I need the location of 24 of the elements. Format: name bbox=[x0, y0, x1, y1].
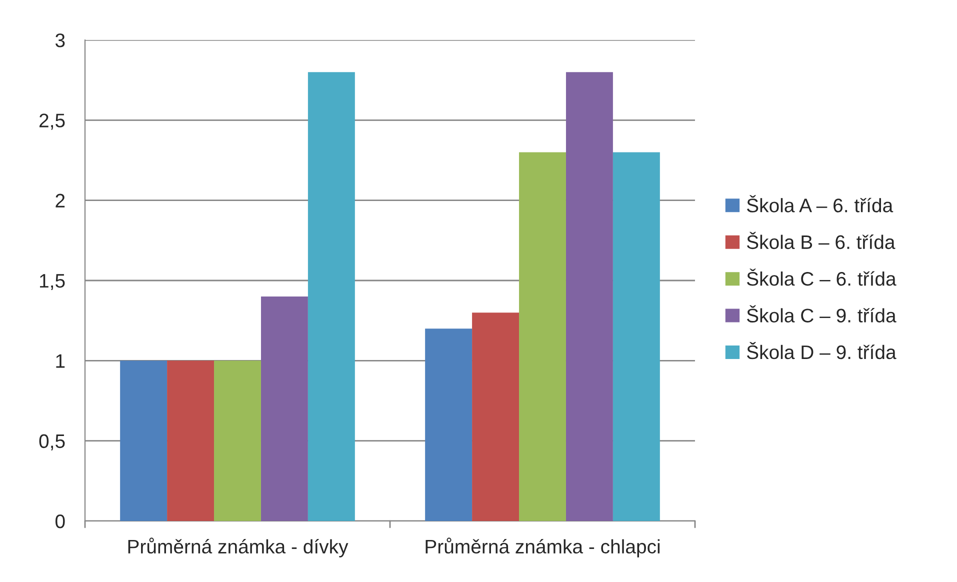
bar bbox=[120, 360, 168, 521]
y-tick-label: 2,5 bbox=[40, 114, 65, 130]
bar bbox=[472, 312, 520, 521]
legend-label: Škola B – 6. třída bbox=[746, 232, 896, 250]
bar bbox=[612, 152, 660, 521]
bar bbox=[260, 296, 308, 521]
x-tick-label: Průměrná známka - chlapci bbox=[426, 538, 660, 558]
legend-label: Škola C – 6. třída bbox=[746, 268, 896, 286]
y-tick-label: 0,5 bbox=[39, 434, 65, 450]
bar bbox=[308, 72, 355, 521]
bar bbox=[167, 360, 214, 521]
bar bbox=[214, 360, 261, 521]
y-tick-label: 0 bbox=[56, 514, 65, 528]
y-tick-label: 3 bbox=[55, 33, 65, 48]
bar bbox=[425, 328, 472, 521]
bar bbox=[566, 72, 613, 521]
legend-label: Škola D – 9. třída bbox=[746, 342, 896, 360]
y-tick-label: 1 bbox=[56, 354, 65, 368]
y-tick-label: 2 bbox=[56, 194, 65, 208]
y-tick-label: 1,5 bbox=[40, 274, 65, 290]
legend-label: Škola C – 9. třída bbox=[746, 305, 896, 322]
bar bbox=[519, 152, 566, 521]
legend-label: Škola A – 6. třída bbox=[746, 195, 894, 212]
x-tick-label: Průměrná známka - dívky bbox=[128, 538, 348, 558]
